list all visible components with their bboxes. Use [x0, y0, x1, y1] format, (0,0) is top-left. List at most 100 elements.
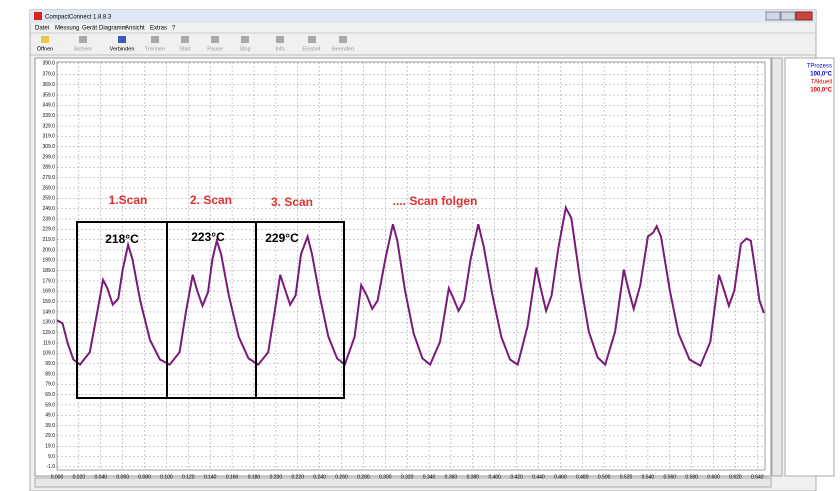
- x-tick-label: 0.020: [73, 474, 86, 480]
- y-tick-label: 299.0: [42, 154, 55, 160]
- x-tick-label: 0.360: [445, 474, 458, 480]
- annotation: 1.Scan: [109, 193, 148, 207]
- x-tick-label: 0.380: [467, 474, 480, 480]
- legend-value: 100,0°C: [810, 72, 832, 78]
- annotation: 2. Scan: [190, 193, 232, 207]
- x-tick-label: 0.040: [95, 474, 108, 480]
- x-tick-label: 0.500: [598, 474, 611, 480]
- toolbar-icon: [276, 36, 284, 43]
- x-tick-label: 0.080: [138, 474, 151, 480]
- x-tick-label: 0.620: [729, 474, 742, 480]
- x-tick-label: 0.240: [313, 474, 326, 480]
- x-tick-label: 0.220: [291, 474, 304, 480]
- toolbar-button: Sichern: [74, 46, 93, 52]
- y-tick-label: 209.0: [42, 247, 55, 253]
- x-tick-label: 0.200: [270, 474, 283, 480]
- toolbar-icon: [211, 36, 219, 43]
- x-tick-label: 0.580: [685, 474, 698, 480]
- y-tick-label: 349.0: [42, 103, 55, 109]
- y-tick-label: 390.0: [42, 60, 55, 66]
- maximize-button[interactable]: [780, 11, 796, 21]
- y-tick-label: 169.0: [42, 289, 55, 295]
- y-tick-label: 9.0: [48, 454, 55, 460]
- menu-item[interactable]: Messung: [55, 26, 79, 32]
- menu-item[interactable]: Ansicht: [125, 26, 145, 32]
- x-tick-label: 0.600: [707, 474, 720, 480]
- toolbar-icon: [339, 36, 347, 43]
- y-tick-label: 149.0: [42, 309, 55, 315]
- y-tick-label: 109.0: [42, 351, 55, 357]
- y-tick-label: 39.0: [45, 423, 55, 429]
- horizontal-scrollbar[interactable]: [34, 477, 772, 488]
- y-tick-label: 259.0: [42, 196, 55, 202]
- annotation: 3. Scan: [271, 195, 313, 209]
- toolbar-icon: [241, 36, 249, 43]
- x-tick-label: 0.460: [554, 474, 567, 480]
- y-tick-label: 49.0: [45, 413, 55, 419]
- scan-box: [255, 221, 345, 399]
- y-tick-label: 59.0: [45, 402, 55, 408]
- vertical-scrollbar[interactable]: [771, 57, 783, 477]
- y-tick-label: 369.0: [42, 82, 55, 88]
- menu-item[interactable]: Datei: [35, 26, 49, 32]
- y-tick-label: 229.0: [42, 227, 55, 233]
- minimize-button[interactable]: [765, 11, 781, 21]
- x-tick-label: 0.320: [401, 474, 414, 480]
- y-tick-label: 359.0: [42, 92, 55, 98]
- y-tick-label: 179.0: [42, 278, 55, 284]
- toolbar-icon: [151, 36, 159, 43]
- menu-item[interactable]: ?: [172, 26, 176, 32]
- legend-panel-box: [784, 57, 835, 477]
- y-tick-label: 279.0: [42, 175, 55, 181]
- x-tick-label: 0.340: [423, 474, 436, 480]
- y-tick-label: -1.0: [46, 464, 55, 470]
- x-tick-label: 0.000: [51, 474, 64, 480]
- toolbar-icon[interactable]: [118, 36, 126, 43]
- chart-area: [34, 57, 772, 477]
- y-tick-label: 239.0: [42, 216, 55, 222]
- toolbar-icon: [181, 36, 189, 43]
- toolbar-button[interactable]: Verbinden: [110, 46, 135, 52]
- y-tick-label: 329.0: [42, 123, 55, 129]
- y-tick-label: 129.0: [42, 330, 55, 336]
- annotation: 229°C: [265, 231, 299, 245]
- menu-item[interactable]: Gerät: [82, 26, 97, 32]
- x-tick-label: 0.260: [335, 474, 348, 480]
- toolbar-icon: [308, 36, 316, 43]
- toolbar-button: Einstell.: [302, 46, 322, 52]
- menu-item[interactable]: Diagramm: [99, 26, 127, 32]
- toolbar-button[interactable]: Öffnen: [37, 45, 53, 52]
- x-tick-label: 0.440: [532, 474, 545, 480]
- close-button[interactable]: [795, 11, 813, 21]
- y-tick-label: 289.0: [42, 165, 55, 171]
- annotation: 223°C: [191, 230, 225, 244]
- x-tick-label: 0.300: [379, 474, 392, 480]
- x-tick-label: 0.100: [160, 474, 173, 480]
- toolbar-button: Pause: [207, 46, 223, 52]
- legend-name: TAktuell: [811, 80, 832, 86]
- data-line: [56, 204, 765, 368]
- toolbar-icon[interactable]: [41, 36, 49, 43]
- legend-name: TProzess: [807, 64, 832, 70]
- app-icon: [34, 12, 42, 20]
- toolbar-button: Beenden: [332, 46, 354, 52]
- y-tick-label: 139.0: [42, 320, 55, 326]
- menu-item[interactable]: Extras: [150, 26, 167, 32]
- x-tick-label: 0.640: [751, 474, 764, 480]
- plot-border: [56, 61, 766, 471]
- y-tick-label: 309.0: [42, 144, 55, 150]
- x-tick-label: 0.280: [357, 474, 370, 480]
- x-tick-label: 0.480: [576, 474, 589, 480]
- annotation: 218°C: [105, 232, 139, 246]
- y-tick-label: 89.0: [45, 371, 55, 377]
- annotation: .... Scan folgen: [393, 194, 478, 208]
- x-tick-label: 0.060: [116, 474, 129, 480]
- x-tick-label: 0.560: [664, 474, 677, 480]
- y-tick-label: 119.0: [43, 340, 55, 346]
- x-tick-label: 0.160: [226, 474, 239, 480]
- y-tick-label: 79.0: [45, 382, 55, 388]
- y-tick-label: 319.0: [42, 134, 55, 140]
- title-bar: [30, 10, 816, 23]
